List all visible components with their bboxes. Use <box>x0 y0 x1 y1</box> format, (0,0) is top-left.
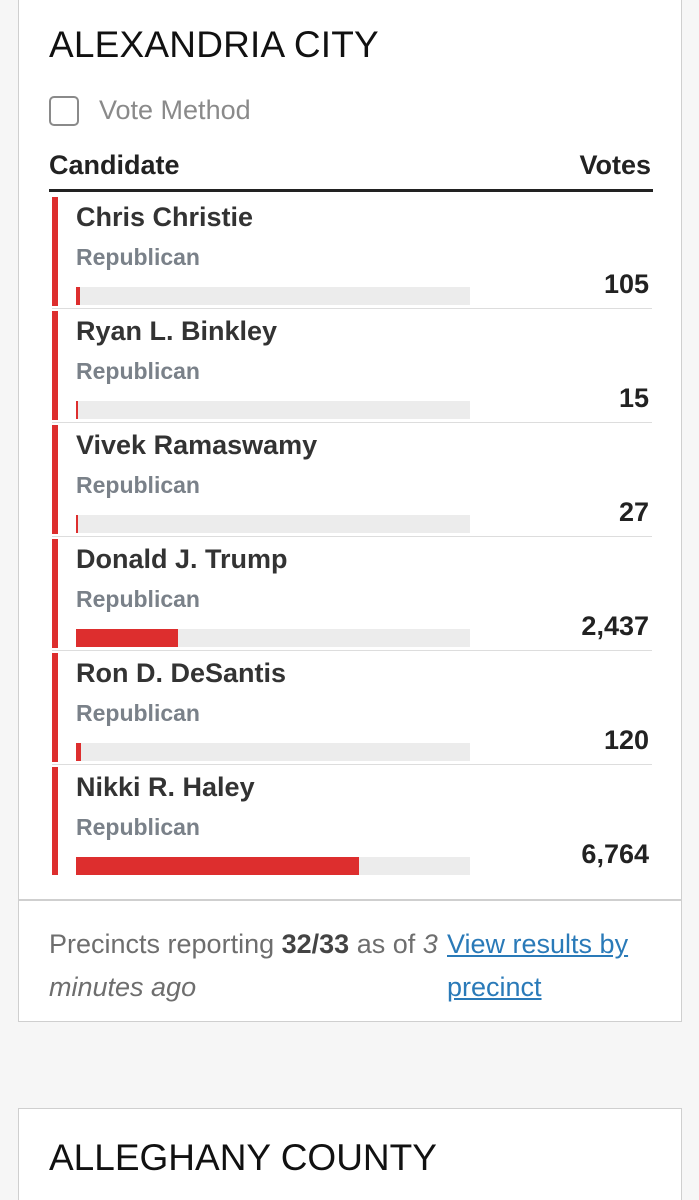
candidate-row: Donald J. Trump Republican 2,437 <box>52 537 652 651</box>
candidate-name: Ryan L. Binkley <box>76 316 278 346</box>
next-county-card: ALLEGHANY COUNTY <box>18 1108 682 1200</box>
vote-share-bar <box>76 287 470 305</box>
candidate-party: Republican <box>76 586 200 612</box>
precincts-reporting-count: 32/33 <box>281 929 350 959</box>
candidate-row: Ryan L. Binkley Republican 15 <box>52 309 652 423</box>
vote-share-fill <box>76 401 78 419</box>
candidate-row: Nikki R. Haley Republican 6,764 <box>52 765 652 877</box>
precincts-reporting-text: Precincts reporting 32/33 as of 3 minute… <box>49 929 438 1002</box>
candidate-row: Ron D. DeSantis Republican 120 <box>52 651 652 765</box>
candidate-list: Chris Christie Republican 105 Ryan L. Bi… <box>52 195 652 877</box>
vote-share-bar <box>76 857 470 875</box>
county-results-card: ALEXANDRIA CITY Vote Method Candidate Vo… <box>18 0 682 900</box>
party-color-stripe <box>52 539 58 648</box>
candidate-name: Chris Christie <box>76 202 254 232</box>
candidate-name: Vivek Ramaswamy <box>76 430 318 460</box>
party-color-stripe <box>52 197 58 306</box>
party-color-stripe <box>52 653 58 762</box>
candidate-row: Vivek Ramaswamy Republican 27 <box>52 423 652 537</box>
candidate-party: Republican <box>76 814 200 840</box>
candidate-votes: 2,437 <box>581 611 649 641</box>
candidate-party: Republican <box>76 358 200 384</box>
view-results-by-precinct-link[interactable]: View results by precinct <box>447 929 629 1002</box>
votes-column-header: Votes <box>579 150 651 180</box>
vote-method-toggle[interactable]: Vote Method <box>49 95 251 126</box>
vote-share-bar <box>76 743 470 761</box>
candidate-votes: 15 <box>618 383 649 413</box>
next-county-title: ALLEGHANY COUNTY <box>49 1137 437 1178</box>
candidate-party: Republican <box>76 244 200 270</box>
candidate-votes: 120 <box>603 725 649 755</box>
party-color-stripe <box>52 425 58 534</box>
candidate-party: Republican <box>76 472 200 498</box>
vote-method-label: Vote Method <box>99 95 251 125</box>
last-updated-time: 3 minutes ago <box>49 929 438 1002</box>
vote-method-checkbox[interactable] <box>49 95 79 126</box>
county-title: ALEXANDRIA CITY <box>49 24 379 65</box>
reporting-status-card: Precincts reporting 32/33 as of 3 minute… <box>18 900 682 1022</box>
vote-share-fill <box>76 857 359 875</box>
candidate-name: Nikki R. Haley <box>76 772 255 802</box>
party-color-stripe <box>52 311 58 420</box>
vote-share-bar <box>76 401 470 419</box>
party-color-stripe <box>52 767 58 875</box>
candidate-party: Republican <box>76 700 200 726</box>
vote-share-fill <box>76 629 178 647</box>
candidate-votes: 27 <box>618 497 649 527</box>
candidate-column-header: Candidate <box>49 150 180 180</box>
candidate-name: Donald J. Trump <box>76 544 288 574</box>
vote-share-bar <box>76 629 470 647</box>
candidate-votes: 105 <box>603 269 649 299</box>
vote-share-bar <box>76 515 470 533</box>
candidate-name: Ron D. DeSantis <box>76 658 287 688</box>
vote-share-fill <box>76 743 81 761</box>
candidate-votes: 6,764 <box>581 839 649 869</box>
results-table-header: Candidate Votes <box>49 148 653 192</box>
vote-share-fill <box>76 287 81 305</box>
candidate-row: Chris Christie Republican 105 <box>52 195 652 309</box>
vote-share-fill <box>76 515 78 533</box>
